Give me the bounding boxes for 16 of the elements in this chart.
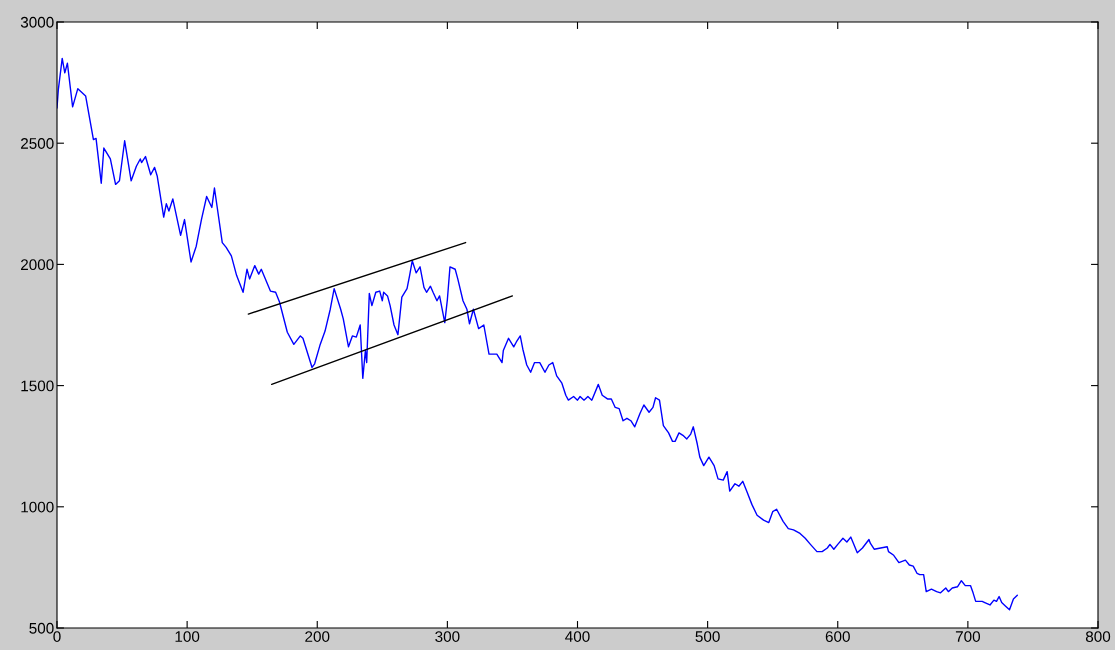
- x-tick-label: 0: [53, 631, 61, 642]
- line-series: [57, 57, 1019, 611]
- x-tick-label: 100: [175, 631, 200, 642]
- y-tick-label: 500: [29, 622, 54, 634]
- x-tick-label: 700: [955, 631, 981, 642]
- x-tick-label: 300: [435, 631, 460, 642]
- y-tick-label: 1500: [21, 380, 54, 392]
- x-tick-label: 800: [1085, 631, 1111, 642]
- y-tick-label: 1000: [21, 501, 54, 513]
- x-tick-label: 400: [565, 631, 590, 642]
- x-tick-label: 500: [695, 631, 720, 642]
- y-tick-label: 2500: [21, 138, 54, 149]
- x-tick-label: 600: [825, 631, 850, 642]
- y-tick-label: 3000: [20, 16, 54, 28]
- x-tick-label: 200: [305, 631, 330, 642]
- y-tick-label: 2000: [21, 259, 54, 271]
